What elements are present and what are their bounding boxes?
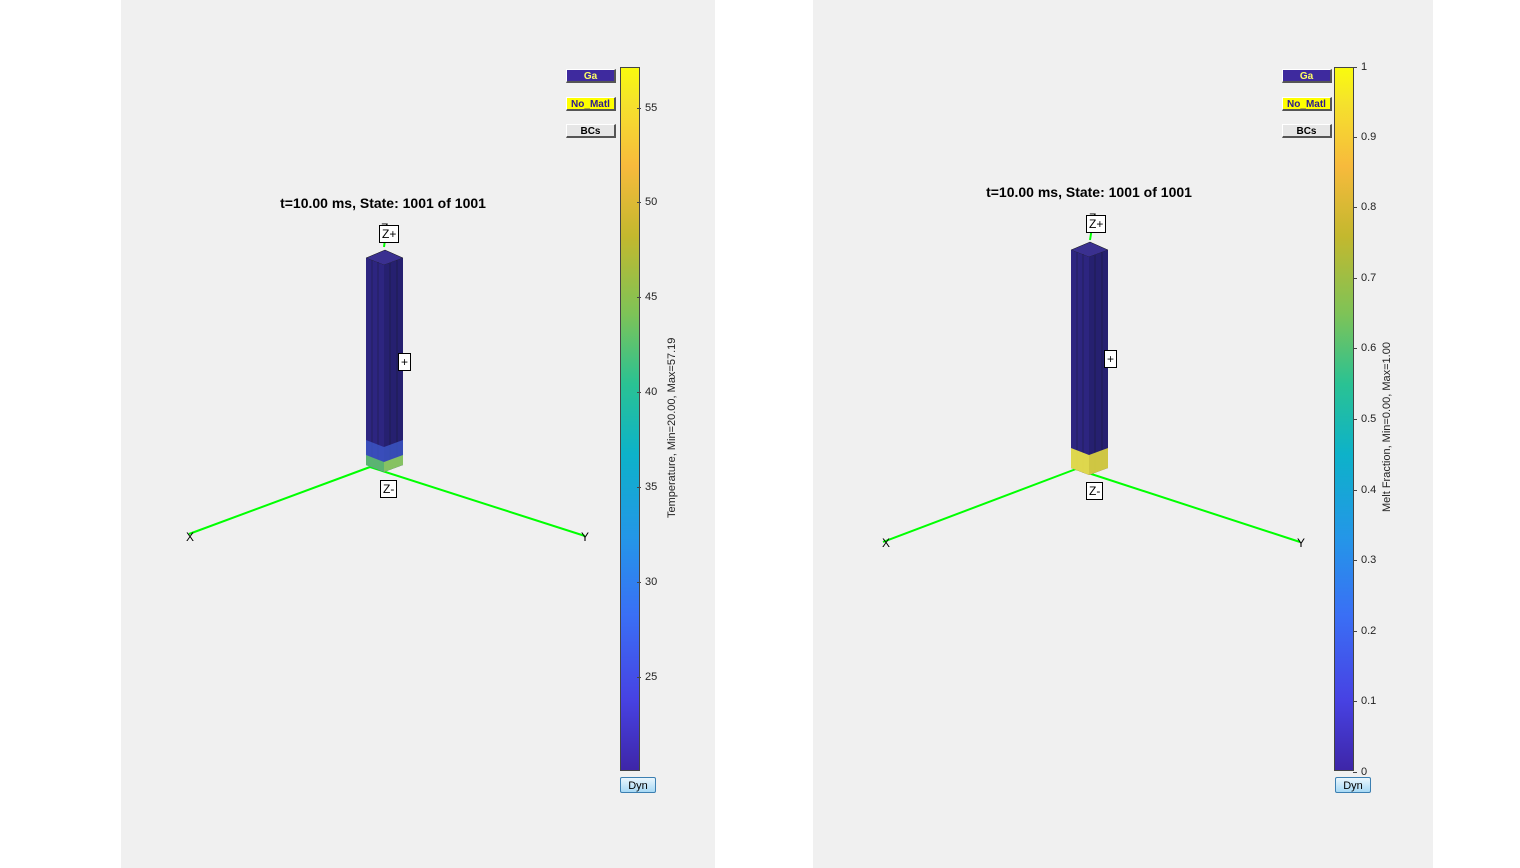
hot-base-right (384, 455, 403, 472)
colorbar-tick: 0.8 (1352, 201, 1377, 213)
x-axis-line (882, 468, 1077, 543)
column-left-face (1071, 250, 1089, 475)
material-no-matl-button[interactable]: No_Matl (1282, 97, 1332, 111)
figure-title: t=10.00 ms, State: 1001 of 1001 (280, 195, 486, 211)
y-axis-label: Y (581, 530, 590, 544)
colorbar-tick: 30 (636, 576, 658, 588)
bc-z-plus-label: Z+ (379, 225, 400, 243)
bc-z-plus-label: Z+ (1086, 215, 1107, 233)
colorbar-tick: 0.3 (1352, 554, 1377, 566)
colorbar-tick: 0 (1352, 766, 1368, 778)
colorbar-label: Temperature, Min=20.00, Max=57.19 (666, 337, 678, 518)
material-ga-button[interactable]: Ga (1282, 69, 1332, 83)
column-right-face (1089, 250, 1108, 475)
melt-fraction-figure-panel: t=10.00 ms, State: 1001 of 1001 X Y Z Z+… (813, 0, 1433, 868)
material-no-matl-button[interactable]: No_Matl (566, 97, 616, 111)
colorbar-label: Melt Fraction, Min=0.00, Max=1.00 (1381, 342, 1393, 512)
melted-base-right (1089, 448, 1108, 475)
colorbar-tick: 0.1 (1352, 695, 1377, 707)
column-left-face (366, 258, 384, 472)
x-axis-label: X (882, 536, 891, 550)
x-axis-line (188, 466, 371, 535)
temperature-figure-panel: t=10.00 ms, State: 1001 of 1001 X Y Z Z+… (121, 0, 715, 868)
y-axis-line (369, 466, 586, 537)
colorbar-tick: 50 (636, 196, 658, 208)
colorbar-tick: 0.5 (1352, 413, 1377, 425)
colorbar-tick: 0.9 (1352, 131, 1377, 143)
y-axis-label: Y (1297, 536, 1306, 550)
bc-z-minus-label: Z- (380, 480, 398, 498)
melt-fraction-colorbar (1334, 67, 1354, 771)
colorbar-tick: 1 (1352, 61, 1368, 73)
column-right-face (384, 258, 403, 472)
colorbar-tick: 0.4 (1352, 484, 1377, 496)
dyn-button[interactable]: Dyn (1335, 777, 1371, 793)
hot-base-left (366, 455, 384, 472)
bc-side-label: + (1104, 350, 1118, 368)
material-ga-button[interactable]: Ga (566, 69, 616, 83)
figure-title: t=10.00 ms, State: 1001 of 1001 (986, 184, 1192, 200)
colorbar-tick: 45 (636, 291, 658, 303)
colorbar-tick: 0.2 (1352, 625, 1377, 637)
bcs-button[interactable]: BCs (1282, 124, 1332, 138)
3d-scene[interactable] (121, 0, 715, 868)
bc-z-minus-label: Z- (1086, 482, 1104, 500)
y-axis-line (1075, 468, 1301, 543)
colorbar-tick: 0.6 (1352, 342, 1377, 354)
bc-side-label: + (398, 353, 412, 371)
3d-scene[interactable] (813, 0, 1433, 868)
melted-base-left (1071, 448, 1089, 475)
x-axis-label: X (186, 530, 195, 544)
bcs-button[interactable]: BCs (566, 124, 616, 138)
colorbar-tick: 55 (636, 102, 658, 114)
colorbar-tick: 40 (636, 386, 658, 398)
colorbar-tick: 0.7 (1352, 272, 1377, 284)
temperature-colorbar (620, 67, 640, 771)
colorbar-tick: 35 (636, 481, 658, 493)
colorbar-tick: 25 (636, 671, 658, 683)
dyn-button[interactable]: Dyn (620, 777, 656, 793)
